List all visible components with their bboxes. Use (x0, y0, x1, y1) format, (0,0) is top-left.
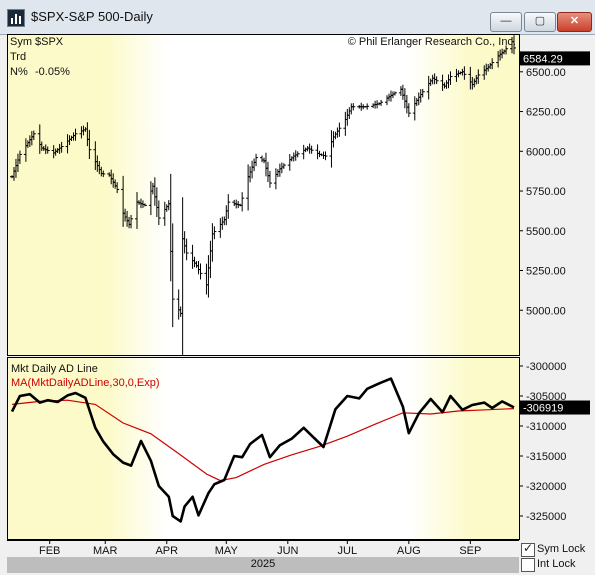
price-chart-svg: 6500.00 6250.00 6000.00 5750.00 5500.00 5250.… (7, 34, 590, 356)
info-label: Trd (10, 51, 26, 63)
highlight-band-fade (105, 34, 167, 356)
last-value-box (520, 51, 590, 66)
y-tick-label: -315000 (526, 451, 566, 463)
ad-line-panel[interactable]: -300000 -305000 -310000 -315000 -320000 -3250… (7, 357, 593, 540)
chart-app-icon (7, 9, 25, 27)
y-tick-label: -305000 (526, 391, 566, 403)
y-tick-label: 5000.00 (526, 305, 566, 317)
int-lock-label: Int Lock (537, 558, 576, 570)
month-label: JUN (277, 545, 298, 557)
highlight-band-fade (408, 357, 471, 540)
month-label: AUG (397, 545, 421, 557)
ma-legend-label: MA(MktDailyADLine,30,0,Exp) (11, 377, 160, 389)
info-value: $SPX (35, 36, 64, 48)
highlight-band-fade (105, 357, 167, 540)
y-tick-label: -325000 (526, 511, 566, 523)
month-label: APR (155, 545, 178, 557)
y-tick-label: 6250.00 (526, 107, 566, 119)
y-tick-label: 6000.00 (526, 146, 566, 158)
maximize-button[interactable]: ▢ (524, 12, 556, 32)
y-tick-label: -310000 (526, 421, 566, 433)
highlight-band (7, 34, 106, 356)
minimize-icon: — (500, 15, 512, 27)
year-label: 2025 (250, 558, 276, 570)
y-tick-label: -300000 (526, 361, 566, 373)
window-title: $SPX-S&P 500-Daily (31, 9, 153, 24)
info-value: -0.05% (35, 66, 70, 78)
y-tick-label: 5250.00 (526, 266, 566, 278)
ad-series-line (10, 377, 515, 523)
month-label: JUL (338, 545, 358, 557)
highlight-band (470, 34, 519, 356)
highlight-band (470, 357, 519, 540)
date-axis: FEB MAR APR MAY JUN JUL AUG SEP (7, 540, 519, 557)
sym-lock-checkbox[interactable]: ✓ (521, 541, 535, 557)
last-value-box (520, 400, 590, 415)
highlight-band-fade (408, 34, 471, 356)
info-label: N% (10, 66, 28, 78)
y-tick-label: -320000 (526, 481, 566, 493)
checkmark-icon: ✓ (523, 541, 534, 555)
ma-series-line (11, 399, 515, 482)
info-label: Sym (10, 36, 32, 48)
title-bar[interactable]: $SPX-S&P 500-Daily — ▢ ✕ (0, 0, 595, 35)
close-button[interactable]: ✕ (557, 12, 592, 32)
last-value-label: -306919 (523, 403, 563, 415)
bar-chart-icon (11, 14, 21, 24)
ad-line-chart-svg: -300000 -305000 -310000 -315000 -320000 -3250… (7, 357, 590, 540)
maximize-icon: ▢ (534, 15, 546, 27)
ad-panel-title: Mkt Daily AD Line (11, 363, 98, 375)
y-tick-label: 5750.00 (526, 186, 566, 198)
close-icon: ✕ (569, 15, 580, 27)
sym-lock-label: Sym Lock (537, 543, 586, 555)
month-label: MAR (93, 545, 118, 557)
int-lock-checkbox[interactable] (521, 558, 535, 572)
date-axis-svg: FEB MAR APR MAY JUN JUL AUG SEP (7, 540, 519, 557)
month-label: MAY (215, 545, 239, 557)
highlight-band (7, 357, 106, 540)
month-label: FEB (39, 545, 60, 557)
last-value-label: 6584.29 (523, 53, 563, 65)
minimize-button[interactable]: — (490, 12, 522, 32)
date-axis-background (7, 540, 519, 557)
month-label: SEP (459, 545, 481, 557)
y-tick-label: 6500.00 (526, 67, 566, 79)
copyright-notice: © Phil Erlanger Research Co., Inc. (348, 36, 516, 48)
price-panel[interactable]: 6500.00 6250.00 6000.00 5750.00 5500.00 5250.… (7, 34, 593, 356)
y-tick-label: 5500.00 (526, 226, 566, 238)
year-bar[interactable]: 2025 (7, 557, 519, 573)
